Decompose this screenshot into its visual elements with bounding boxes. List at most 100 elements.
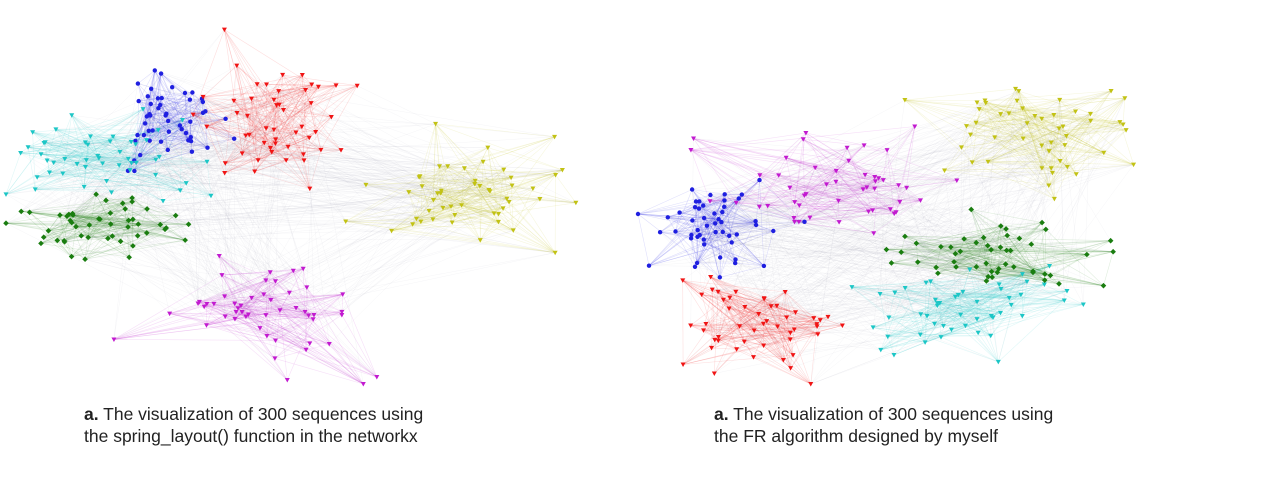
node-yellow (942, 168, 948, 173)
node-red (354, 83, 360, 89)
node-red (252, 169, 258, 174)
node-red (222, 161, 228, 166)
node-cyan (998, 310, 1004, 316)
node-yellow (1064, 164, 1070, 170)
node-red (243, 133, 249, 138)
node-yellow (537, 196, 543, 202)
node-cyan (1080, 302, 1086, 307)
node-green (122, 206, 129, 212)
node-cyan (918, 312, 924, 317)
node-red (269, 150, 275, 155)
node-red (712, 337, 718, 343)
node-magenta (300, 266, 306, 272)
node-green (1056, 280, 1062, 287)
panel-spring-layout: a. The visualization of 300 sequences us… (3, 27, 579, 446)
node-blue (149, 86, 154, 92)
node-blue (159, 95, 164, 101)
node-red (825, 314, 831, 320)
node-cyan (140, 107, 146, 112)
node-cyan (948, 327, 954, 333)
node-yellow (472, 178, 478, 184)
node-yellow (440, 205, 446, 211)
node-yellow (500, 206, 506, 211)
node-magenta (860, 187, 866, 192)
node-green (125, 217, 132, 224)
network-graph-fr-algorithm (635, 86, 1137, 387)
node-red (222, 170, 228, 176)
node-cyan (95, 153, 101, 159)
node-magenta (222, 294, 228, 299)
node-red (774, 303, 780, 309)
node-blue (135, 81, 141, 86)
node-magenta (264, 333, 270, 339)
node-cyan (82, 164, 88, 170)
node-yellow (1032, 114, 1038, 119)
node-yellow (974, 100, 980, 105)
node-magenta (310, 317, 316, 322)
node-green (898, 249, 905, 255)
node-blue (146, 128, 151, 133)
node-magenta (823, 182, 829, 187)
node-yellow (963, 124, 969, 129)
node-blue (187, 97, 193, 102)
node-yellow (968, 132, 974, 138)
node-yellow (480, 159, 486, 165)
node-red (720, 297, 726, 303)
node-magenta (272, 356, 278, 361)
node-green (97, 216, 103, 223)
node-yellow (485, 145, 491, 151)
node-magenta (111, 337, 117, 342)
node-cyan (81, 184, 87, 190)
node-green (957, 248, 964, 255)
node-cyan (155, 128, 161, 133)
node-cyan (133, 142, 139, 147)
node-red (254, 82, 260, 87)
node-red (715, 335, 721, 340)
node-red (784, 315, 790, 320)
node-blue (712, 211, 717, 216)
node-yellow (902, 98, 908, 103)
caption-marker: a. (84, 404, 99, 424)
caption-line-2: the FR algorithm designed by myself (714, 426, 999, 446)
node-yellow (438, 188, 444, 194)
node-red (328, 114, 334, 120)
node-cyan (74, 161, 80, 167)
node-cyan (129, 160, 135, 166)
node-green (1084, 251, 1090, 258)
node-yellow (496, 211, 502, 217)
node-cyan (83, 158, 89, 163)
node-red (750, 355, 756, 360)
node-magenta (263, 278, 269, 283)
node-magenta (756, 204, 762, 210)
node-blue (802, 219, 807, 224)
node-green (1010, 264, 1017, 270)
node-yellow (477, 238, 483, 243)
node-magenta (340, 292, 346, 297)
node-blue (188, 119, 193, 124)
node-green (143, 230, 150, 236)
node-blue (692, 205, 698, 210)
node-green (980, 234, 987, 241)
node-blue (693, 199, 699, 204)
node-magenta (243, 314, 249, 320)
node-red (190, 112, 196, 118)
edge-group (637, 88, 1134, 385)
node-green (157, 221, 164, 228)
node-red (272, 141, 278, 146)
node-cyan (25, 145, 31, 150)
node-green (989, 274, 995, 281)
node-green (185, 221, 192, 228)
node-red (760, 321, 766, 327)
node-magenta (792, 219, 798, 225)
node-green (1028, 241, 1035, 248)
node-yellow (452, 213, 458, 218)
node-red (267, 146, 273, 151)
node-red (775, 324, 781, 329)
node-blue (189, 149, 195, 154)
node-yellow (1020, 106, 1026, 111)
node-cyan (183, 181, 189, 186)
node-blue (158, 139, 164, 144)
node-blue (165, 147, 170, 153)
node-cyan (974, 299, 980, 305)
node-yellow (434, 191, 440, 196)
